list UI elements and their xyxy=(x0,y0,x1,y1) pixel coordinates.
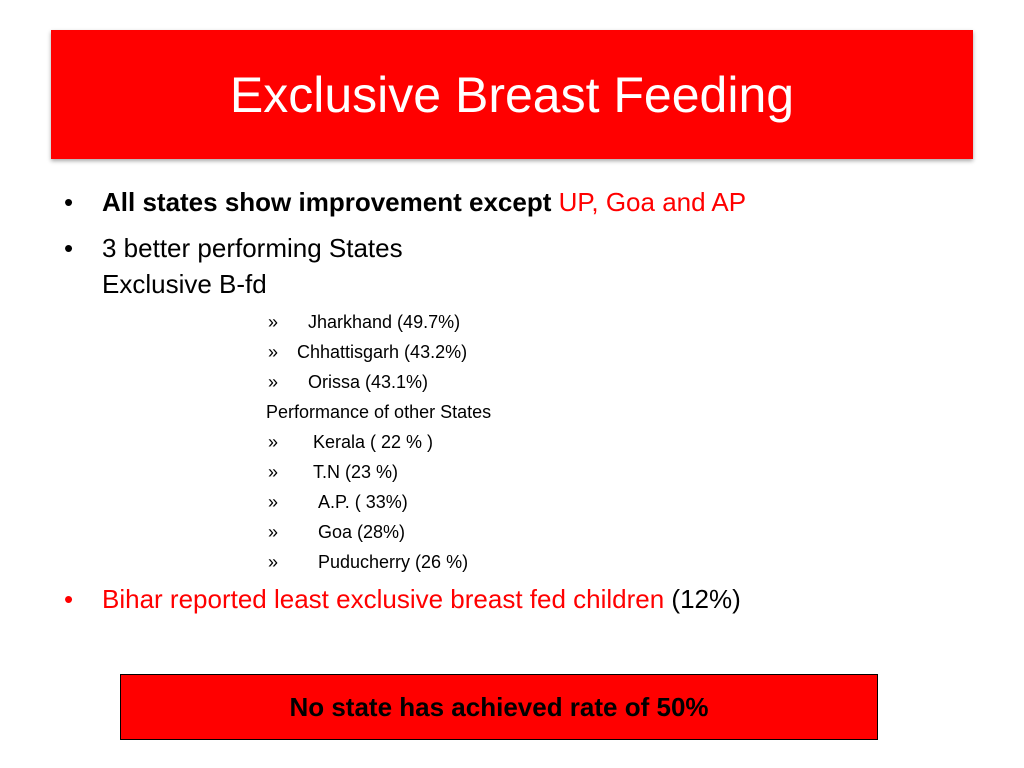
slide-title: Exclusive Breast Feeding xyxy=(229,66,795,123)
bullet-marker: • xyxy=(64,233,74,263)
bullet-suffix: (12%) xyxy=(671,584,741,614)
sub-marker: » xyxy=(268,462,279,482)
bullet-marker: • xyxy=(64,187,74,217)
state-label: Orissa (43.1%) xyxy=(308,372,429,392)
state-label: Goa (28%) xyxy=(318,522,406,542)
bullet-text: All states show improvement except UP, G… xyxy=(102,186,746,218)
bullet-line2: Exclusive B-fd xyxy=(102,269,267,299)
bullet-red-text: Bihar reported least exclusive breast fe… xyxy=(102,584,665,614)
state-label: Kerala ( 22 % ) xyxy=(313,432,434,452)
sub-marker: » xyxy=(268,522,279,542)
sub-marker: » xyxy=(268,492,279,512)
state-label: A.P. ( 33%) xyxy=(318,492,408,512)
title-banner: Exclusive Breast Feeding xyxy=(51,30,973,159)
callout-box: No state has achieved rate of 50% xyxy=(120,674,878,740)
state-label: Chhattisgarh (43.2%) xyxy=(297,342,468,362)
bullet-marker: • xyxy=(64,584,74,614)
bullet-red-text: UP, Goa and AP xyxy=(558,187,747,217)
sub-marker: » xyxy=(268,342,279,362)
sub-marker: » xyxy=(268,372,279,392)
sub-marker: » xyxy=(268,312,279,332)
other-states-heading: Performance of other States xyxy=(266,402,492,422)
sub-marker: » xyxy=(268,552,279,572)
bullet-line1: 3 better performing States xyxy=(102,233,403,263)
bullet-bold-text: All states show improvement except xyxy=(102,187,552,217)
bullet-text: Bihar reported least exclusive breast fe… xyxy=(102,583,741,615)
sub-marker: » xyxy=(268,432,279,452)
callout-text: No state has achieved rate of 50% xyxy=(289,691,709,722)
state-label: T.N (23 %) xyxy=(313,462,399,482)
state-label: Jharkhand (49.7%) xyxy=(308,312,461,332)
state-label: Puducherry (26 %) xyxy=(318,552,469,572)
